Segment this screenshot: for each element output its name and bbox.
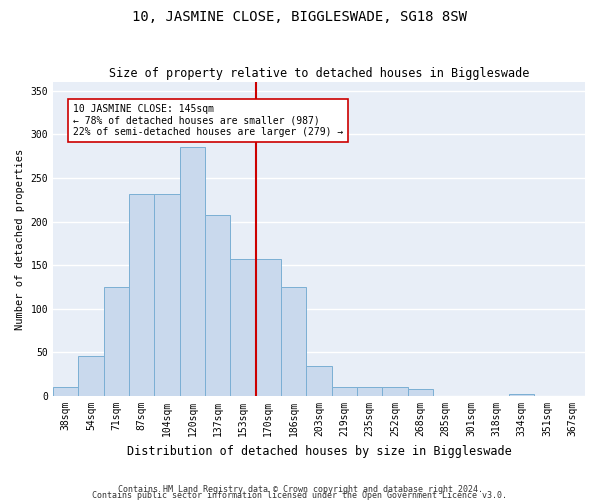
Bar bbox=[129, 194, 154, 396]
Bar bbox=[104, 287, 129, 396]
Bar bbox=[509, 394, 535, 396]
Bar bbox=[281, 287, 307, 396]
Bar bbox=[230, 259, 256, 396]
X-axis label: Distribution of detached houses by size in Biggleswade: Distribution of detached houses by size … bbox=[127, 444, 511, 458]
Title: Size of property relative to detached houses in Biggleswade: Size of property relative to detached ho… bbox=[109, 66, 529, 80]
Bar bbox=[357, 388, 382, 396]
Bar bbox=[205, 214, 230, 396]
Bar bbox=[53, 388, 79, 396]
Y-axis label: Number of detached properties: Number of detached properties bbox=[15, 148, 25, 330]
Bar bbox=[79, 356, 104, 396]
Bar bbox=[307, 366, 332, 396]
Bar bbox=[256, 259, 281, 396]
Text: 10, JASMINE CLOSE, BIGGLESWADE, SG18 8SW: 10, JASMINE CLOSE, BIGGLESWADE, SG18 8SW bbox=[133, 10, 467, 24]
Bar bbox=[382, 388, 407, 396]
Text: Contains HM Land Registry data © Crown copyright and database right 2024.: Contains HM Land Registry data © Crown c… bbox=[118, 484, 482, 494]
Bar bbox=[332, 388, 357, 396]
Text: 10 JASMINE CLOSE: 145sqm
← 78% of detached houses are smaller (987)
22% of semi-: 10 JASMINE CLOSE: 145sqm ← 78% of detach… bbox=[73, 104, 344, 137]
Bar bbox=[407, 389, 433, 396]
Bar bbox=[179, 148, 205, 396]
Text: Contains public sector information licensed under the Open Government Licence v3: Contains public sector information licen… bbox=[92, 490, 508, 500]
Bar bbox=[154, 194, 179, 396]
